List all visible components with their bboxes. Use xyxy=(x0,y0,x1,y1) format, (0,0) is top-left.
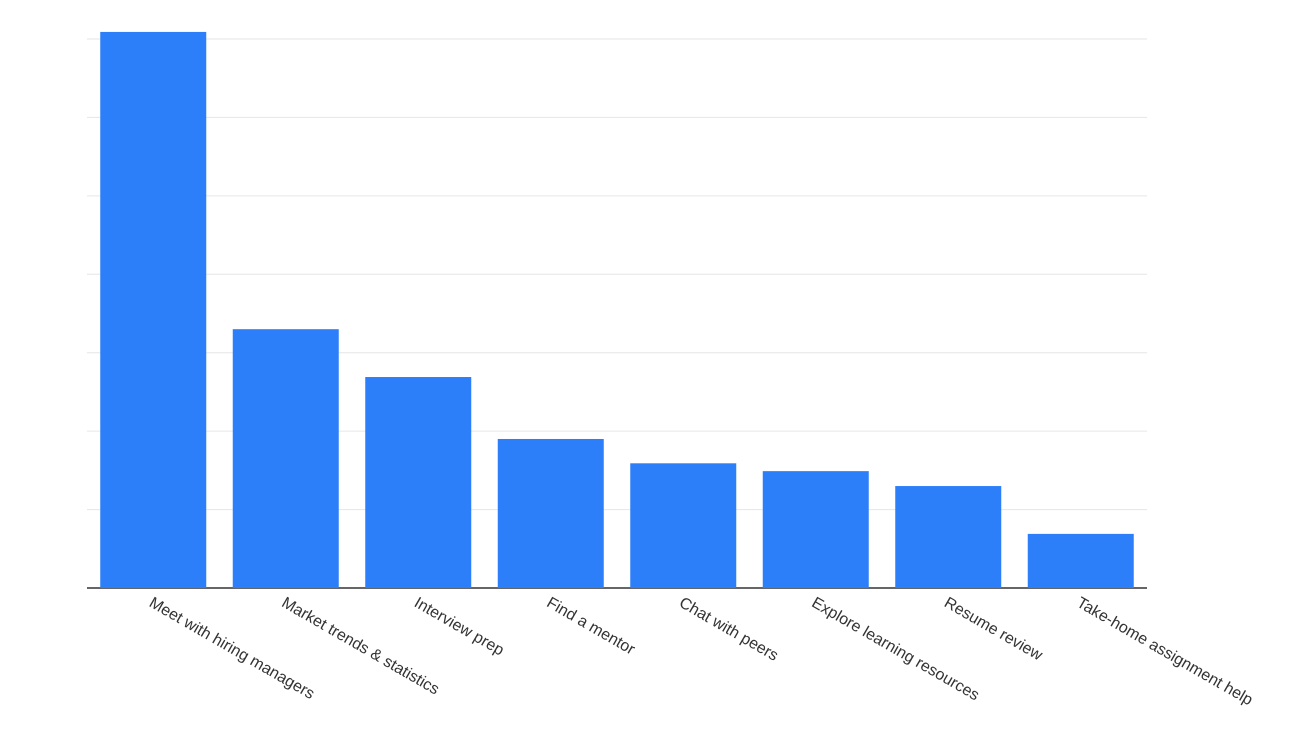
x-tick-label: Find a mentor xyxy=(544,594,639,658)
x-tick-label: Take-home assignment help xyxy=(1074,594,1256,709)
bar xyxy=(497,438,604,588)
bar xyxy=(100,31,207,588)
x-tick-label: Interview prep xyxy=(411,594,507,659)
bar xyxy=(762,471,869,588)
x-tick-label: Chat with peers xyxy=(676,594,781,664)
bar xyxy=(1027,533,1134,588)
bar xyxy=(232,329,339,588)
bar xyxy=(630,463,737,588)
bar xyxy=(895,486,1002,588)
x-tick-label: Resume review xyxy=(941,594,1045,664)
bar xyxy=(365,377,472,588)
